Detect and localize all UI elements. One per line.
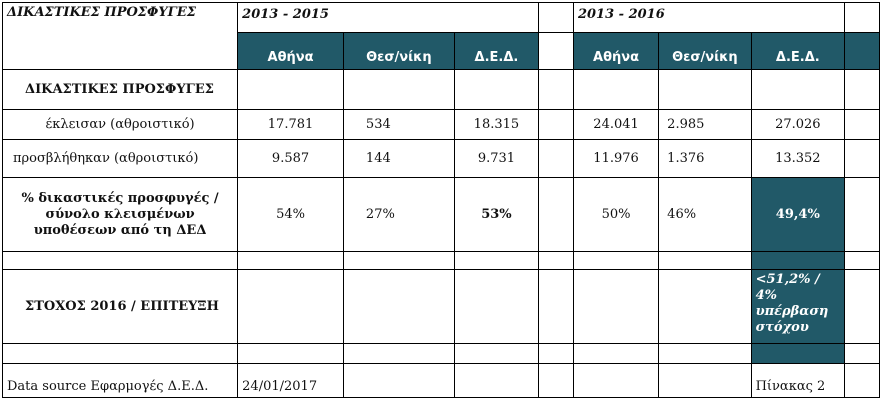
row-label-target: ΣΤΟΧΟΣ 2016 / ΕΠΙΤΕΥΞΗ bbox=[1, 269, 239, 344]
cell-appealed-ded-b: 13.352 bbox=[750, 139, 846, 178]
empty-cell bbox=[538, 251, 574, 270]
empty-cell bbox=[658, 343, 752, 364]
empty-cell bbox=[658, 69, 752, 110]
empty-cell bbox=[538, 363, 574, 398]
spacer-cell bbox=[844, 2, 880, 33]
cell-closed-athens-b: 24.041 bbox=[572, 109, 660, 140]
empty-cell bbox=[1, 343, 239, 364]
empty-cell bbox=[538, 269, 574, 344]
empty-cell bbox=[342, 363, 455, 398]
empty-cell bbox=[237, 69, 344, 110]
spacer-cell bbox=[538, 2, 574, 33]
empty-cell bbox=[658, 251, 752, 270]
cell-appealed-thessaloniki-b: 1.376 bbox=[658, 139, 752, 178]
spacer-cell bbox=[538, 32, 574, 70]
corner-title: ΔΙΚΑΣΤΙΚΕΣ ΠΡΟΣΦΥΓΕΣ bbox=[1, 2, 239, 70]
empty-cell bbox=[658, 363, 752, 398]
col-header-ded-a: Δ.Ε.Δ. bbox=[453, 32, 540, 70]
col-header-ded-b: Δ.Ε.Δ. bbox=[750, 32, 846, 70]
target-value: <51,2% / 4% υπέρβαση στόχου bbox=[750, 269, 846, 344]
empty-cell bbox=[453, 269, 540, 344]
empty-cell bbox=[844, 251, 880, 270]
empty-cell bbox=[844, 139, 880, 178]
empty-cell bbox=[538, 343, 574, 364]
table-row: έκλεισαν (αθροιστικό) 17.781 534 18.315 … bbox=[1, 109, 880, 140]
empty-cell bbox=[342, 69, 455, 110]
cell-appealed-athens-b: 11.976 bbox=[572, 139, 660, 178]
target-row: ΣΤΟΧΟΣ 2016 / ΕΠΙΤΕΥΞΗ <51,2% / 4% υπέρβ… bbox=[1, 269, 880, 344]
col-header-athens-b: Αθήνα bbox=[572, 32, 660, 70]
cell-appealed-ded-a: 9.731 bbox=[453, 139, 540, 178]
cell-closed-thessaloniki-b: 2.985 bbox=[658, 109, 752, 140]
blank-row bbox=[1, 343, 880, 364]
col-header-thessaloniki-a: Θεσ/νίκη bbox=[342, 32, 455, 70]
empty-cell bbox=[237, 269, 344, 344]
empty-cell bbox=[572, 363, 660, 398]
col-header-thessaloniki-b: Θεσ/νίκη bbox=[658, 32, 752, 70]
cell-percent-ded-b: 49,4% bbox=[750, 177, 846, 252]
empty-cell bbox=[342, 251, 455, 270]
row-label-appealed: προσβλήθηκαν (αθροιστικό) bbox=[1, 139, 239, 178]
footer-row: Data source Εφαρμογές Δ.Ε.Δ. 24/01/2017 … bbox=[1, 363, 880, 398]
blank-row bbox=[1, 251, 880, 270]
empty-cell bbox=[453, 363, 540, 398]
cell-percent-ded-a: 53% bbox=[453, 177, 540, 252]
cell-percent-thessaloniki-b: 46% bbox=[658, 177, 752, 252]
cell-closed-athens-a: 17.781 bbox=[237, 109, 344, 140]
empty-cell bbox=[844, 109, 880, 140]
empty-cell bbox=[453, 69, 540, 110]
row-label-closed: έκλεισαν (αθροιστικό) bbox=[1, 109, 239, 140]
empty-cell bbox=[237, 251, 344, 270]
empty-cell bbox=[750, 69, 846, 110]
empty-cell bbox=[342, 343, 455, 364]
empty-cell bbox=[538, 69, 574, 110]
empty-cell bbox=[538, 109, 574, 140]
empty-cell bbox=[453, 343, 540, 364]
spacer-cell bbox=[844, 32, 880, 70]
period-2013-2016: 2013 - 2016 bbox=[572, 2, 846, 33]
empty-cell bbox=[572, 251, 660, 270]
table-number: Πίνακας 2 bbox=[750, 363, 846, 398]
empty-cell bbox=[453, 251, 540, 270]
cell-appealed-thessaloniki-a: 144 bbox=[342, 139, 455, 178]
period-2013-2015: 2013 - 2015 bbox=[237, 2, 540, 33]
table-row: % δικαστικές προσφυγές / σύνολο κλεισμέν… bbox=[1, 177, 880, 252]
empty-cell bbox=[572, 269, 660, 344]
empty-cell bbox=[538, 177, 574, 252]
cell-appealed-athens-a: 9.587 bbox=[237, 139, 344, 178]
empty-cell bbox=[237, 343, 344, 364]
section-title: ΔΙΚΑΣΤΙΚΕΣ ΠΡΟΣΦΥΓΕΣ bbox=[1, 69, 239, 110]
empty-cell bbox=[844, 177, 880, 252]
cell-percent-athens-a: 54% bbox=[237, 177, 344, 252]
row-label-percent: % δικαστικές προσφυγές / σύνολο κλεισμέν… bbox=[1, 177, 239, 252]
cell-closed-thessaloniki-a: 534 bbox=[342, 109, 455, 140]
empty-cell bbox=[844, 269, 880, 344]
empty-cell bbox=[844, 343, 880, 364]
empty-cell bbox=[844, 363, 880, 398]
period-header-row: ΔΙΚΑΣΤΙΚΕΣ ΠΡΟΣΦΥΓΕΣ 2013 - 2015 2013 - … bbox=[1, 2, 880, 70]
empty-cell bbox=[572, 343, 660, 364]
col-header-athens-a: Αθήνα bbox=[237, 32, 344, 70]
empty-cell bbox=[750, 251, 846, 270]
cell-percent-thessaloniki-a: 27% bbox=[342, 177, 455, 252]
city-header-row: Αθήνα Θεσ/νίκη Δ.Ε.Δ. Αθήνα Θεσ/νίκη Δ.Ε… bbox=[3, 32, 880, 70]
report-date: 24/01/2017 bbox=[237, 363, 344, 398]
table-row: προσβλήθηκαν (αθροιστικό) 9.587 144 9.73… bbox=[1, 139, 880, 178]
cell-closed-ded-b: 27.026 bbox=[750, 109, 846, 140]
data-source: Data source Εφαρμογές Δ.Ε.Δ. bbox=[1, 363, 239, 398]
empty-cell bbox=[844, 69, 880, 110]
empty-cell bbox=[538, 139, 574, 178]
cell-closed-ded-a: 18.315 bbox=[453, 109, 540, 140]
empty-cell bbox=[750, 343, 846, 364]
empty-cell bbox=[572, 69, 660, 110]
section-title-row: ΔΙΚΑΣΤΙΚΕΣ ΠΡΟΣΦΥΓΕΣ bbox=[1, 69, 880, 110]
empty-cell bbox=[342, 269, 455, 344]
empty-cell bbox=[658, 269, 752, 344]
empty-cell bbox=[1, 251, 239, 270]
cell-percent-athens-b: 50% bbox=[572, 177, 660, 252]
